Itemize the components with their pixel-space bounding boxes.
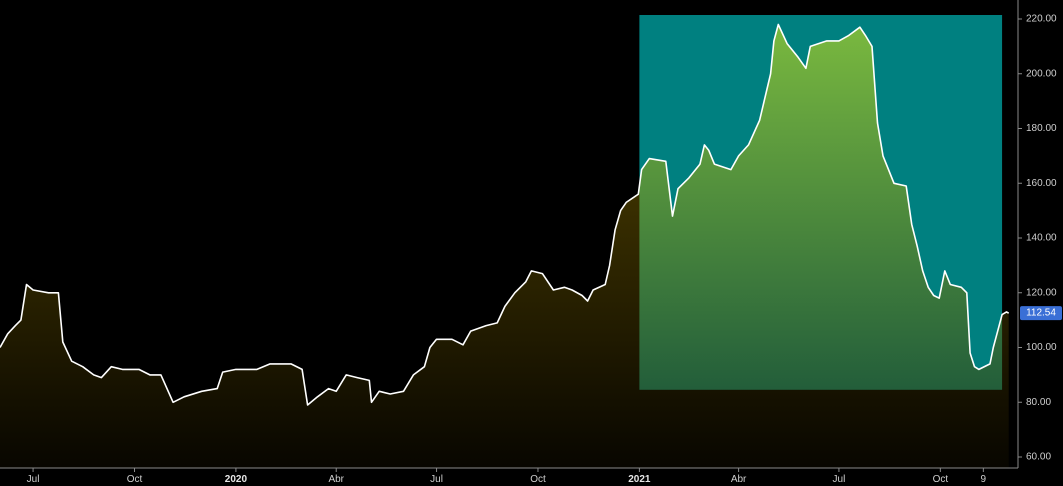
y-tick-label: 100.00 bbox=[1026, 342, 1057, 353]
x-tick-label: Oct bbox=[127, 474, 143, 485]
x-tick-label: Abr bbox=[731, 474, 747, 485]
x-tick-label: Oct bbox=[530, 474, 546, 485]
y-tick-label: 80.00 bbox=[1026, 397, 1051, 408]
x-tick-label: Jul bbox=[430, 474, 443, 485]
y-tick-label: 160.00 bbox=[1026, 178, 1057, 189]
x-tick-label: Jul bbox=[833, 474, 846, 485]
x-tick-label: Jul bbox=[27, 474, 40, 485]
y-tick-label: 180.00 bbox=[1026, 123, 1057, 134]
x-axis: Jul Oct 2020 Abr Jul Oct 2021 Abr Jul Oct 9 bbox=[27, 468, 987, 485]
x-tick-label: 2021 bbox=[628, 474, 651, 485]
last-value-marker: 112.54 bbox=[1020, 306, 1062, 321]
y-tick-label: 120.00 bbox=[1026, 287, 1057, 298]
y-tick-label: 140.00 bbox=[1026, 233, 1057, 244]
y-tick-label: 220.00 bbox=[1026, 14, 1057, 25]
x-tick-label: 2020 bbox=[225, 474, 248, 485]
y-tick-label: 60.00 bbox=[1026, 452, 1051, 463]
highlight-area-fill bbox=[639, 24, 1003, 390]
price-line bbox=[0, 23, 1010, 406]
x-tick-label: Oct bbox=[933, 474, 949, 485]
x-tick-label: 9 bbox=[981, 474, 987, 485]
last-value-label: 112.54 bbox=[1026, 308, 1056, 319]
last-value-badge bbox=[1020, 306, 1062, 321]
y-axis: 60.00 80.00 100.00 120.00 140.00 160.00 180.00… bbox=[1018, 14, 1057, 463]
x-tick-label: Abr bbox=[328, 474, 344, 485]
y-tick-label: 200.00 bbox=[1026, 68, 1057, 79]
